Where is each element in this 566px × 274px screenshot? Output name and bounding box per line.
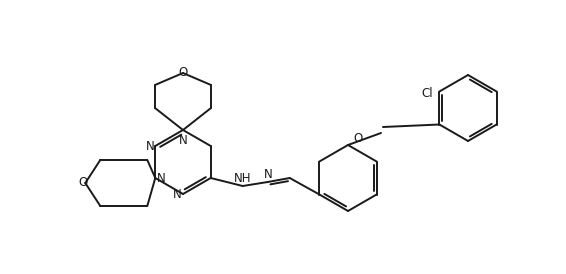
Text: N: N xyxy=(157,172,166,184)
Text: N: N xyxy=(145,139,155,153)
Text: N: N xyxy=(173,187,182,201)
Text: O: O xyxy=(353,132,362,144)
Text: NH: NH xyxy=(234,173,251,185)
Text: O: O xyxy=(78,176,87,190)
Text: Cl: Cl xyxy=(422,87,434,100)
Text: N: N xyxy=(264,167,273,181)
Text: O: O xyxy=(178,67,187,79)
Text: N: N xyxy=(179,134,187,147)
